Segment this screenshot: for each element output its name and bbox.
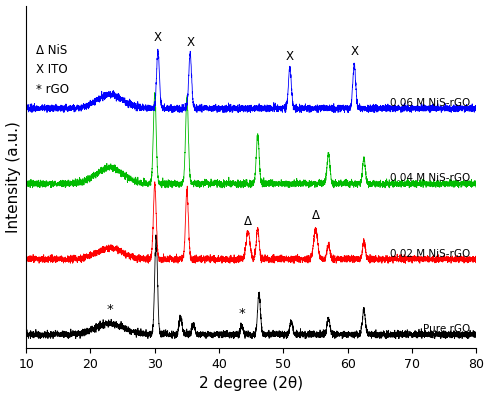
Text: Δ: Δ bbox=[312, 208, 319, 222]
Text: 0.06 M NiS-rGO: 0.06 M NiS-rGO bbox=[390, 98, 470, 108]
Y-axis label: Intensity (a.u.): Intensity (a.u.) bbox=[5, 121, 21, 233]
Text: Δ: Δ bbox=[244, 215, 252, 228]
Text: Δ NiS: Δ NiS bbox=[36, 44, 67, 57]
Text: X: X bbox=[186, 36, 194, 49]
Text: *: * bbox=[238, 307, 245, 320]
Text: * rGO: * rGO bbox=[36, 83, 69, 96]
Text: X: X bbox=[350, 45, 358, 58]
Text: X ITO: X ITO bbox=[36, 64, 68, 77]
Text: 0.02 M NiS-rGO: 0.02 M NiS-rGO bbox=[390, 249, 470, 258]
Text: Pure rGO: Pure rGO bbox=[423, 324, 470, 334]
X-axis label: 2 degree (2θ): 2 degree (2θ) bbox=[199, 376, 303, 391]
Text: 0.04 M NiS-rGO: 0.04 M NiS-rGO bbox=[390, 173, 470, 183]
Text: X: X bbox=[154, 31, 162, 44]
Text: *: * bbox=[106, 303, 113, 316]
Text: X: X bbox=[286, 50, 294, 63]
